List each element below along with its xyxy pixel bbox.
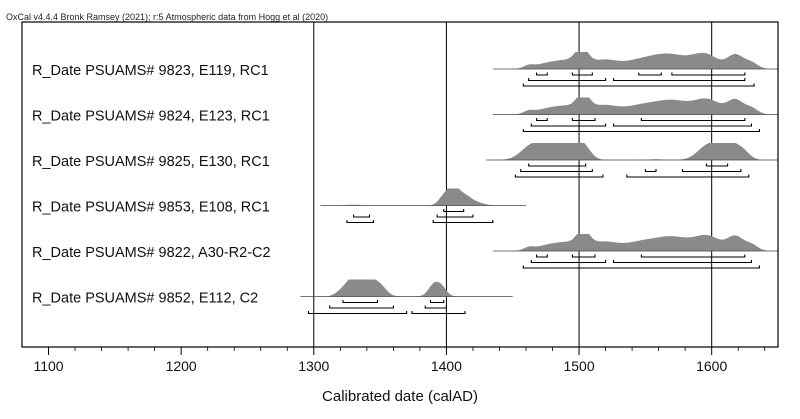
probability-distribution xyxy=(492,52,778,69)
hpd-bracket xyxy=(705,163,729,167)
hpd-bracket xyxy=(514,174,604,178)
hpd-bracket xyxy=(612,123,753,127)
row-1: R_Date PSUAMS# 9823, E119, RC1 xyxy=(32,52,778,87)
tick-label-1600: 1600 xyxy=(696,358,727,374)
hpd-bracket xyxy=(342,300,379,304)
hpd-bracket xyxy=(681,169,742,173)
row-label: R_Date PSUAMS# 9825, E130, RC1 xyxy=(32,154,270,170)
probability-distribution xyxy=(300,279,513,297)
tick-label-1500: 1500 xyxy=(563,358,594,374)
tick-label-1200: 1200 xyxy=(166,358,197,374)
hpd-bracket xyxy=(612,78,746,82)
hpd-bracket xyxy=(411,311,466,315)
tick-label-1100: 1100 xyxy=(33,358,63,374)
hpd-bracket xyxy=(346,220,375,224)
x-axis: 1100 1200 1300 1400 1500 1600 xyxy=(33,347,766,374)
hpd-bracket xyxy=(520,169,593,173)
hpd-bracket xyxy=(424,305,447,309)
hpd-bracket xyxy=(612,260,753,264)
tick-label-1400: 1400 xyxy=(431,358,462,374)
hpd-bracket xyxy=(522,129,760,133)
hpd-bracket xyxy=(432,220,494,224)
hpd-bracket xyxy=(329,305,394,309)
hpd-bracket xyxy=(536,118,548,122)
row-label: R_Date PSUAMS# 9824, E123, RC1 xyxy=(32,109,270,125)
hpd-bracket xyxy=(640,254,746,258)
hpd-bracket xyxy=(571,72,593,76)
hpd-bracket xyxy=(640,118,746,122)
hpd-bracket xyxy=(638,72,662,76)
hpd-bracket xyxy=(307,311,408,315)
plot-frame xyxy=(21,21,779,348)
hpd-bracket xyxy=(528,163,587,167)
hpd-bracket xyxy=(436,214,474,218)
x-axis-label: Calibrated date (calAD) xyxy=(322,388,478,405)
vertical-grid xyxy=(313,22,713,347)
row-2: R_Date PSUAMS# 9824, E123, RC1 xyxy=(32,97,778,133)
hpd-bracket xyxy=(530,123,607,127)
row-6: R_Date PSUAMS# 9852, E112, C2 xyxy=(32,279,513,315)
probability-distribution xyxy=(492,97,778,115)
hpd-bracket xyxy=(443,209,465,213)
hpd-bracket xyxy=(536,72,548,76)
row-label: R_Date PSUAMS# 9823, E119, RC1 xyxy=(32,63,269,79)
probability-distribution xyxy=(486,143,778,160)
hpd-bracket xyxy=(528,78,607,82)
hpd-bracket xyxy=(571,254,596,258)
probability-distribution xyxy=(320,188,526,206)
hpd-bracket xyxy=(671,72,746,76)
hpd-bracket xyxy=(353,214,371,218)
hpd-bracket xyxy=(644,169,657,173)
hpd-bracket xyxy=(429,300,445,304)
probability-distribution xyxy=(492,234,778,251)
row-label: R_Date PSUAMS# 9852, E112, C2 xyxy=(32,291,258,307)
row-4: R_Date PSUAMS# 9853, E108, RC1 xyxy=(32,188,526,224)
row-3: R_Date PSUAMS# 9825, E130, RC1 xyxy=(32,143,778,178)
distribution-rows: R_Date PSUAMS# 9823, E119, RC1 R_Date PSU… xyxy=(32,52,778,315)
tick-label-1300: 1300 xyxy=(298,358,329,374)
hpd-bracket xyxy=(522,265,760,269)
hpd-bracket xyxy=(530,260,607,264)
row-5: R_Date PSUAMS# 9822, A30-R2-C2 xyxy=(32,234,778,269)
hpd-bracket xyxy=(626,174,750,178)
hpd-bracket xyxy=(522,83,755,87)
hpd-bracket xyxy=(571,118,596,122)
hpd-bracket xyxy=(536,254,548,258)
row-label: R_Date PSUAMS# 9822, A30-R2-C2 xyxy=(32,245,271,261)
chart-header: OxCal v4.4.4 Bronk Ramsey (2021); r:5 At… xyxy=(6,12,328,22)
row-label: R_Date PSUAMS# 9853, E108, RC1 xyxy=(32,200,270,216)
